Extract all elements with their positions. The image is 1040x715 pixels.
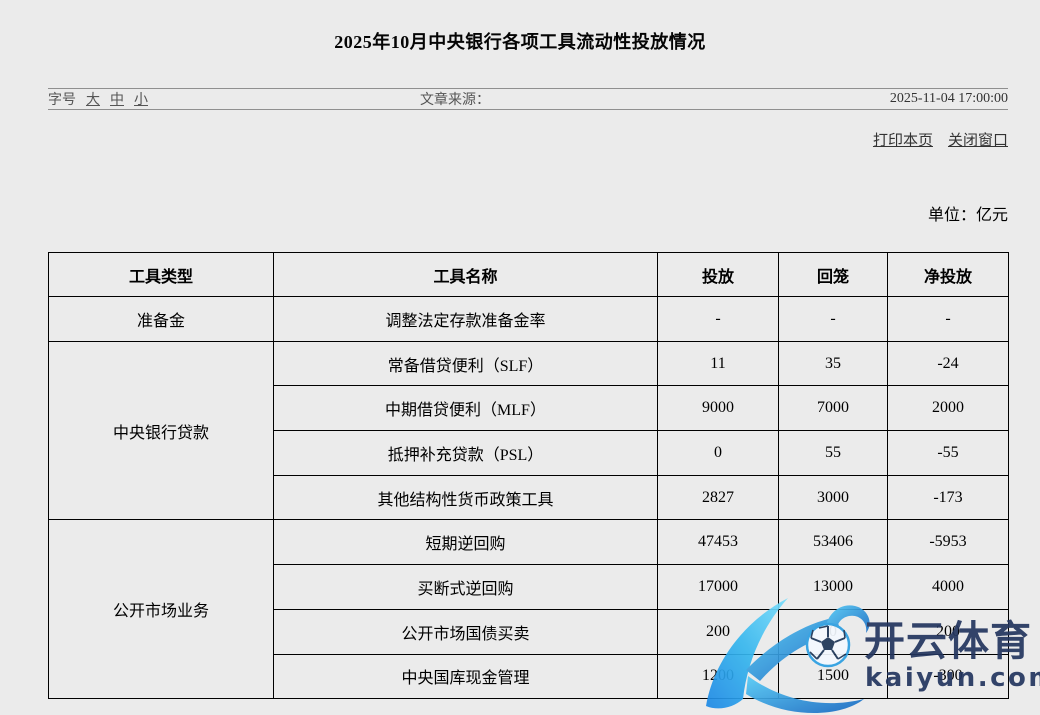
cell-withdraw: 1500 (778, 653, 888, 700)
cell-net: -55 (887, 430, 1009, 476)
cell-tool-name: 中央国库现金管理 (273, 653, 658, 700)
table-row: 中期借贷便利（MLF） 9000 7000 2000 (49, 385, 1009, 432)
table-row: 其他结构性货币政策工具 2827 3000 -173 (49, 474, 1009, 521)
cell-group-type: 公开市场业务 (48, 519, 274, 700)
article-source-label: 文章来源： (420, 93, 490, 108)
cell-inject: - (657, 296, 779, 342)
table-row: 公开市场业务 短期逆回购 47453 53406 -5953 (48, 519, 1009, 700)
fontsize-controls: 字号 大 中 小 (48, 89, 420, 109)
fontsize-label: 字号 (48, 93, 76, 108)
cell-group-type: 中央银行贷款 (48, 340, 274, 521)
cell-tool-name: 常备借贷便利（SLF） (273, 340, 658, 387)
cell-inject: 47453 (657, 519, 779, 566)
cell-inject: 11 (657, 340, 779, 387)
fontsize-medium-link[interactable]: 中 (110, 93, 124, 108)
cell-withdraw: 53406 (778, 519, 888, 566)
header-net: 净投放 (887, 252, 1009, 297)
cell-tool-name: 抵押补充贷款（PSL） (273, 430, 658, 476)
cell-inject: 0 (657, 430, 779, 476)
cell-net: -173 (887, 474, 1009, 521)
cell-tool-name: 短期逆回购 (273, 519, 658, 566)
cell-net: 200 (887, 608, 1009, 655)
cell-net: 2000 (887, 385, 1009, 432)
close-window-link[interactable]: 关闭窗口 (947, 133, 1008, 149)
cell-inject: 2827 (657, 474, 779, 521)
cell-withdraw: 35 (778, 340, 888, 387)
page-actions: 打印本页 关闭窗口 (873, 129, 1008, 150)
header-inject: 投放 (657, 252, 779, 297)
table-row: 抵押补充贷款（PSL） 0 55 -55 (49, 430, 1009, 476)
cell-withdraw: 3000 (778, 474, 888, 521)
cell-withdraw: - (778, 296, 888, 342)
toolbar: 字号 大 中 小 文章来源： 2025-11-04 17:00:00 (48, 88, 1008, 110)
cell-tool-name: 中期借贷便利（MLF） (273, 385, 658, 432)
cell-inject: 1200 (657, 653, 779, 700)
cell-group-type: 准备金 (48, 296, 274, 342)
cell-withdraw: 7000 (778, 385, 888, 432)
cell-inject: 200 (657, 608, 779, 655)
print-page-link[interactable]: 打印本页 (872, 133, 933, 149)
cell-withdraw: 0 (778, 608, 888, 655)
unit-label: 单位：亿元 (927, 207, 1008, 224)
header-tool-name: 工具名称 (273, 252, 658, 297)
cell-withdraw: 55 (778, 430, 888, 476)
cell-net: -24 (887, 340, 1009, 387)
fontsize-small-link[interactable]: 小 (134, 93, 148, 108)
cell-withdraw: 13000 (778, 564, 888, 610)
publish-datetime: 2025-11-04 17:00:00 (889, 91, 1008, 106)
cell-net: -300 (887, 653, 1009, 700)
header-tool-type: 工具类型 (48, 252, 274, 297)
liquidity-table: 工具类型 工具名称 投放 回笼 净投放 准备金 调整法定存款准备金率 - - -… (48, 252, 1009, 700)
cell-net: -5953 (887, 519, 1009, 566)
cell-inject: 9000 (657, 385, 779, 432)
page-title: 2025年10月中央银行各项工具流动性投放情况 (334, 32, 706, 52)
cell-net: 4000 (887, 564, 1009, 610)
cell-inject: 17000 (657, 564, 779, 610)
cell-net: - (887, 296, 1009, 342)
cell-tool-name: 调整法定存款准备金率 (273, 296, 658, 342)
fontsize-large-link[interactable]: 大 (86, 93, 100, 108)
table-header-row: 工具类型 工具名称 投放 回笼 净投放 (48, 252, 1009, 297)
cell-tool-name: 其他结构性货币政策工具 (273, 474, 658, 521)
table-row: 准备金 调整法定存款准备金率 - - - (48, 296, 1009, 342)
header-withdraw: 回笼 (778, 252, 888, 297)
table-row: 中央银行贷款 常备借贷便利（SLF） 11 35 -24 (48, 340, 1009, 521)
cell-tool-name: 买断式逆回购 (273, 564, 658, 610)
cell-tool-name: 公开市场国债买卖 (273, 608, 658, 655)
